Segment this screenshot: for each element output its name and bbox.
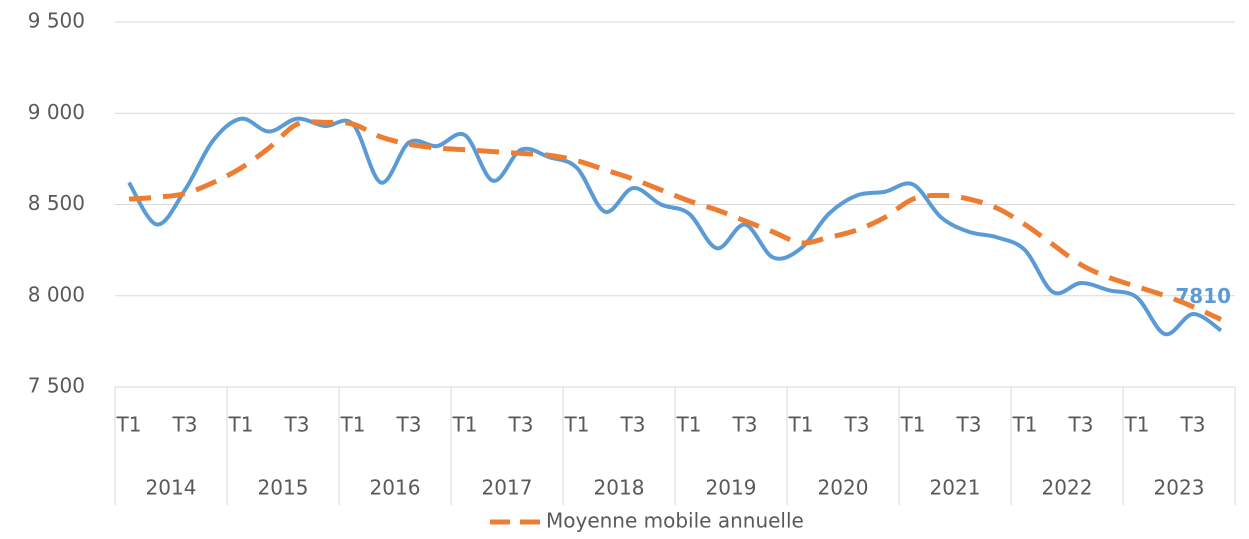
x-tick-label: T1 — [788, 413, 814, 437]
group-label: 2016 — [370, 476, 421, 500]
y-tick-label: 7 500 — [28, 374, 85, 398]
group-label: 2019 — [706, 476, 757, 500]
group-label: 2023 — [1154, 476, 1205, 500]
group-label: 2017 — [482, 476, 533, 500]
group-label: 2015 — [258, 476, 309, 500]
x-tick-label: T1 — [1124, 413, 1150, 437]
x-tick-label: T3 — [396, 413, 422, 437]
group-label: 2020 — [818, 476, 869, 500]
group-label: 2022 — [1042, 476, 1093, 500]
y-tick-label: 8 500 — [28, 191, 85, 215]
x-tick-label: T1 — [228, 413, 254, 437]
chart: 7 500 8 000 8 500 9 000 9 500 T1 T3 T1 T3 T1 T3 T1 T… — [0, 0, 1249, 539]
y-tick-label: 9 500 — [28, 9, 85, 33]
x-tick-label: T3 — [956, 413, 982, 437]
x-tick-label: T1 — [452, 413, 478, 437]
x-tick-label: T3 — [844, 413, 870, 437]
x-tick-label: T3 — [508, 413, 534, 437]
x-tick-label: T1 — [900, 413, 926, 437]
group-label: 2018 — [594, 476, 645, 500]
x-tick-label: T1 — [676, 413, 702, 437]
x-tick-label: T1 — [340, 413, 366, 437]
y-tick-label: 9 000 — [28, 100, 85, 124]
x-tick-label: T3 — [1180, 413, 1206, 437]
x-tick-label: T3 — [620, 413, 646, 437]
y-tick-label: 8 000 — [28, 282, 85, 306]
x-tick-label: T1 — [116, 413, 142, 437]
x-tick-label: T1 — [564, 413, 590, 437]
x-tick-label: T3 — [1068, 413, 1094, 437]
x-tick-label: T3 — [172, 413, 198, 437]
group-label: 2014 — [146, 476, 197, 500]
group-label: 2021 — [930, 476, 981, 500]
legend-label: Moyenne mobile annuelle — [546, 509, 804, 533]
x-tick-label: T3 — [732, 413, 758, 437]
x-tick-label: T1 — [1012, 413, 1038, 437]
x-tick-label: T3 — [284, 413, 310, 437]
series-line — [129, 119, 1221, 335]
series-line — [129, 122, 1221, 320]
